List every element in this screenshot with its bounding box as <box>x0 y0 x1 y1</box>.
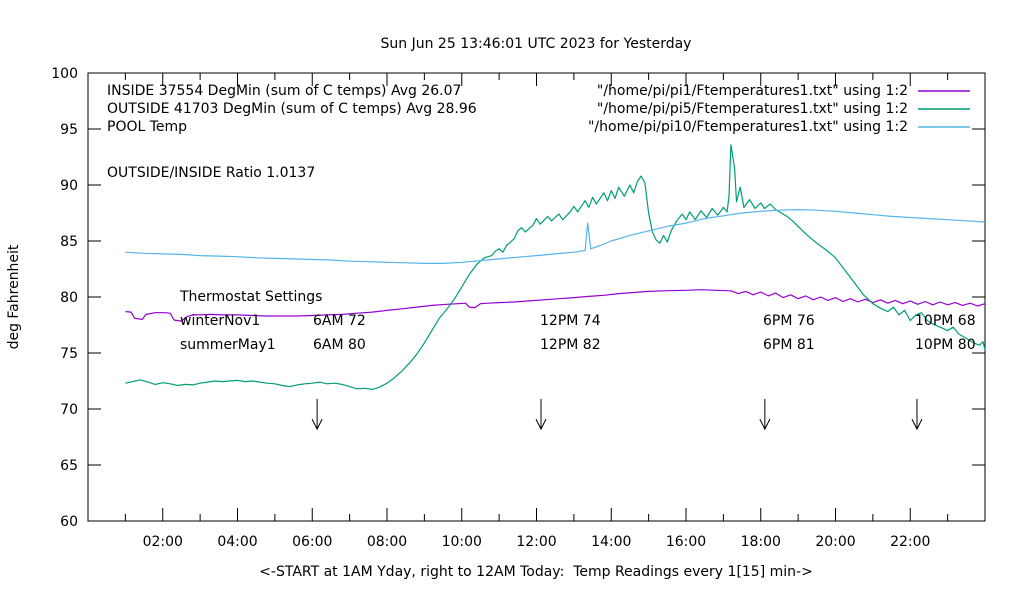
thermostat-row-winter-name: winterNov1 <box>180 313 261 329</box>
thermostat-summer-6pm: 6PM 81 <box>763 337 815 353</box>
thermostat-summer-10pm: 10PM 80 <box>915 337 976 353</box>
thermostat-winter-6am: 6AM 72 <box>313 313 366 329</box>
y-tick-label: 95 <box>60 122 78 138</box>
series-line-inside <box>125 289 986 322</box>
x-tick-label: 16:00 <box>666 534 706 550</box>
legend-file-inside: "/home/pi/pi1/Ftemperatures1.txt" using … <box>596 83 908 99</box>
legend-file-pool: "/home/pi/pi10/Ftemperatures1.txt" using… <box>587 119 908 135</box>
legend-label-pool: POOL Temp <box>107 119 188 135</box>
legend-label-inside: INSIDE 37554 DegMin (sum of C temps) Avg… <box>107 83 462 99</box>
thermostat-arrowhead <box>911 418 923 431</box>
x-tick-label: 22:00 <box>890 534 930 550</box>
y-tick-label: 70 <box>60 402 78 418</box>
x-tick-label: 04:00 <box>217 534 257 550</box>
y-tick-label: 100 <box>51 66 78 82</box>
thermostat-winter-10pm: 10PM 68 <box>915 313 976 329</box>
x-tick-label: 06:00 <box>292 534 332 550</box>
y-tick-label: 75 <box>60 346 78 362</box>
thermostat-summer-12pm: 12PM 82 <box>540 337 601 353</box>
thermostat-heading: Thermostat Settings <box>180 289 323 305</box>
y-tick-label: 85 <box>60 234 78 250</box>
y-tick-label: 65 <box>60 458 78 474</box>
series-line-pool <box>125 209 986 264</box>
chart-title: Sun Jun 25 13:46:01 UTC 2023 for Yesterd… <box>380 36 692 52</box>
thermostat-row-summer-name: summerMay1 <box>180 337 276 353</box>
thermostat-arrowhead <box>311 418 323 431</box>
x-tick-label: 18:00 <box>741 534 781 550</box>
legend-label-outside: OUTSIDE 41703 DegMin (sum of C temps) Av… <box>107 101 477 117</box>
thermostat-arrowhead <box>535 418 547 431</box>
x-tick-label: 08:00 <box>367 534 407 550</box>
thermostat-winter-6pm: 6PM 76 <box>763 313 815 329</box>
x-tick-label: 10:00 <box>442 534 482 550</box>
y-tick-label: 80 <box>60 290 78 306</box>
thermostat-summer-6am: 6AM 80 <box>313 337 366 353</box>
series-line-outside <box>125 144 986 390</box>
thermostat-winter-12pm: 12PM 74 <box>540 313 601 329</box>
x-tick-label: 14:00 <box>591 534 631 550</box>
y-axis-label: deg Fahrenheit <box>6 244 22 350</box>
x-tick-label: 12:00 <box>516 534 556 550</box>
outside-inside-ratio: OUTSIDE/INSIDE Ratio 1.0137 <box>107 165 316 181</box>
y-tick-label: 60 <box>60 514 78 530</box>
legend-file-outside: "/home/pi/pi5/Ftemperatures1.txt" using … <box>596 101 908 117</box>
x-axis-label: <-START at 1AM Yday, right to 12AM Today… <box>259 564 813 580</box>
thermostat-arrowhead <box>759 418 771 431</box>
y-tick-label: 90 <box>60 178 78 194</box>
x-tick-label: 02:00 <box>143 534 183 550</box>
x-tick-label: 20:00 <box>815 534 855 550</box>
